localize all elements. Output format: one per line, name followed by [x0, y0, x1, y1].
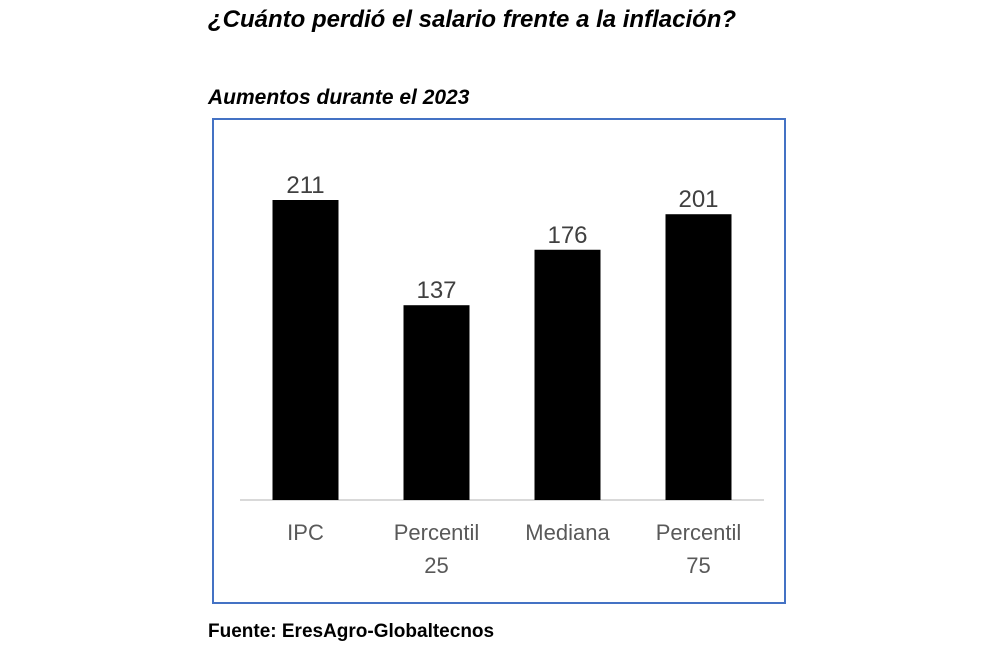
data-label-2: 176	[547, 222, 587, 249]
source-note: Fuente: EresAgro-Globaltecnos	[208, 621, 495, 642]
chart-subtitle: Aumentos durante el 2023	[208, 86, 470, 109]
data-label-1: 137	[416, 277, 456, 304]
chart-frame: 211 IPC 137 Percentil 25 176 Mediana 201 Percent…	[212, 118, 786, 604]
data-label-3: 201	[678, 186, 718, 213]
bar-1	[403, 305, 470, 500]
category-label-1: Percentil 25	[394, 520, 480, 578]
bar-chart: 211 IPC 137 Percentil 25 176 Mediana 201 Percent…	[240, 172, 764, 578]
data-label-0: 211	[286, 172, 324, 199]
bar-2	[534, 249, 601, 500]
category-label-3: Percentil 75	[656, 520, 742, 578]
bar-3	[665, 214, 732, 500]
chart-title: ¿Cuánto perdió el salario frente a la in…	[208, 6, 737, 33]
bar-0	[272, 200, 339, 500]
category-label-2: Mediana	[525, 520, 610, 545]
category-label-0: IPC	[287, 520, 324, 545]
